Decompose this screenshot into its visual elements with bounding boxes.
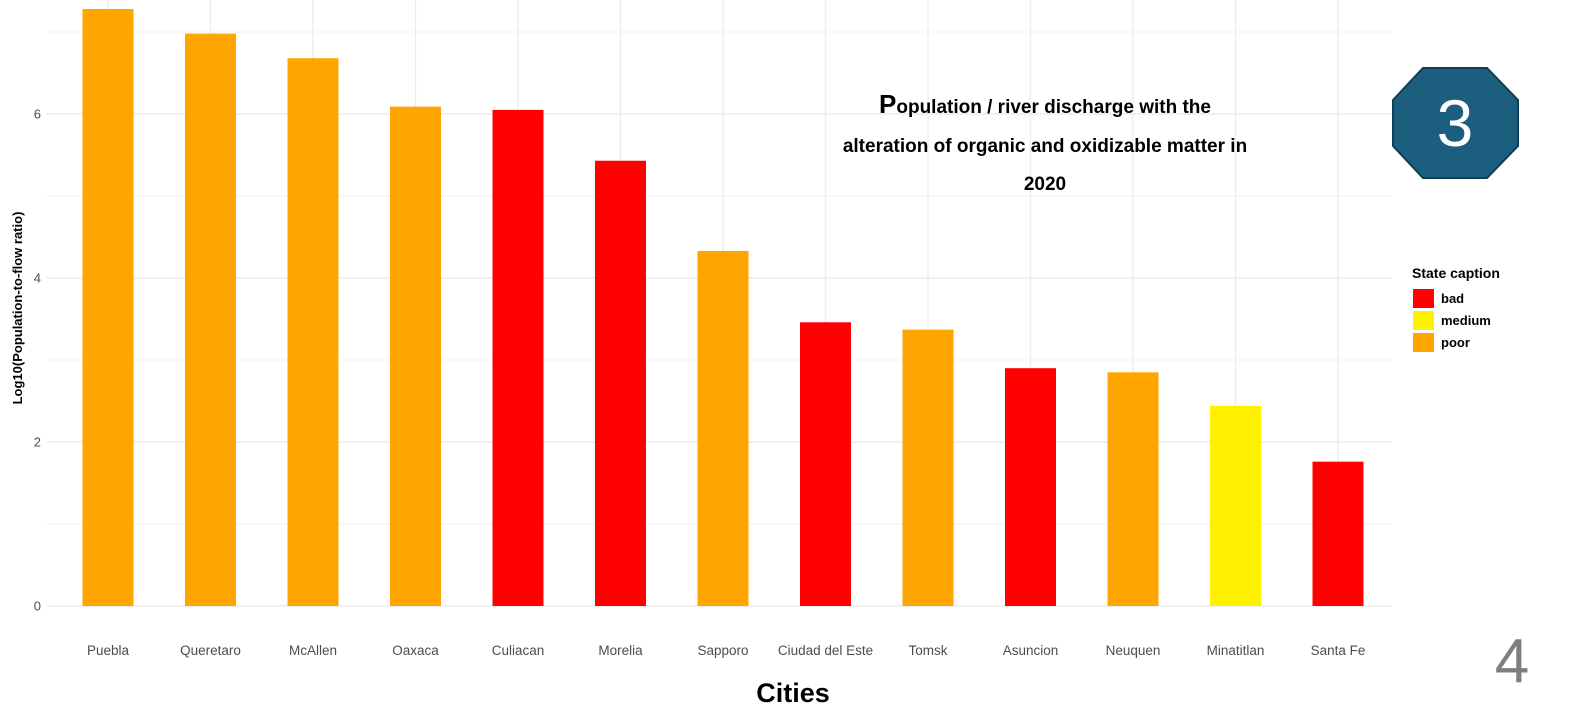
bar-neuquen bbox=[1107, 372, 1159, 606]
legend-swatch-poor bbox=[1413, 333, 1434, 352]
x-tick-label: Culiacan bbox=[492, 643, 545, 658]
x-tick-label: Minatitlan bbox=[1207, 643, 1265, 658]
x-tick-label: Puebla bbox=[87, 643, 130, 658]
chart-title: Population / river discharge with the alt… bbox=[843, 89, 1247, 195]
x-tick-label: Ciudad del Este bbox=[778, 643, 873, 658]
chart-title-line: Population / river discharge with the bbox=[879, 89, 1211, 119]
x-axis-label: Cities bbox=[756, 678, 830, 708]
y-tick-label: 6 bbox=[34, 107, 41, 122]
y-axis-ticks: 0 2 4 6 bbox=[34, 107, 41, 614]
bar-santa-fe bbox=[1312, 461, 1364, 606]
x-axis-ticks: Puebla Queretaro McAllen Oaxaca Culiacan More… bbox=[87, 643, 1365, 658]
octagon-badge-icon bbox=[1392, 67, 1519, 179]
y-axis-label: Log10(Population-to-flow ratio) bbox=[10, 212, 25, 405]
bar-puebla bbox=[82, 9, 134, 607]
legend-label-medium: medium bbox=[1441, 313, 1491, 328]
bar-sapporo bbox=[697, 250, 749, 606]
chart-title-line: alteration of organic and oxidizable mat… bbox=[843, 136, 1247, 157]
legend-label-poor: poor bbox=[1441, 335, 1470, 350]
bars bbox=[82, 9, 1364, 607]
x-tick-label: Queretaro bbox=[180, 643, 241, 658]
x-tick-label: Tomsk bbox=[908, 643, 947, 658]
x-tick-label: Sapporo bbox=[697, 643, 748, 658]
badge: 3 bbox=[1392, 67, 1519, 179]
legend-swatch-bad bbox=[1413, 289, 1434, 308]
x-tick-label: McAllen bbox=[289, 643, 337, 658]
legend: State caption bad medium poor bbox=[1412, 265, 1500, 352]
bar-ciudad-del-este bbox=[800, 322, 851, 606]
x-tick-label: Oaxaca bbox=[392, 643, 439, 658]
page-number: 4 bbox=[1495, 627, 1529, 696]
x-tick-label: Morelia bbox=[598, 643, 643, 658]
bar-queretaro bbox=[185, 33, 236, 606]
bar-minatitlan bbox=[1210, 405, 1261, 606]
badge-number: 3 bbox=[1437, 86, 1474, 160]
bar-tomsk bbox=[902, 329, 954, 606]
chart-title-line: 2020 bbox=[1024, 174, 1066, 195]
bar-mcallen bbox=[287, 58, 339, 607]
y-tick-label: 2 bbox=[34, 435, 41, 450]
x-tick-label: Santa Fe bbox=[1311, 643, 1366, 658]
y-tick-label: 0 bbox=[34, 599, 41, 614]
legend-title: State caption bbox=[1412, 265, 1500, 281]
bar-oaxaca bbox=[390, 106, 441, 607]
x-tick-label: Asuncion bbox=[1003, 643, 1059, 658]
legend-swatch-medium bbox=[1413, 311, 1434, 330]
legend-label-bad: bad bbox=[1441, 291, 1464, 306]
bar-asuncion bbox=[1005, 368, 1056, 606]
y-tick-label: 4 bbox=[34, 271, 41, 286]
x-tick-label: Neuquen bbox=[1106, 643, 1161, 658]
bar-culiacan bbox=[492, 109, 544, 607]
bar-morelia bbox=[595, 160, 646, 607]
